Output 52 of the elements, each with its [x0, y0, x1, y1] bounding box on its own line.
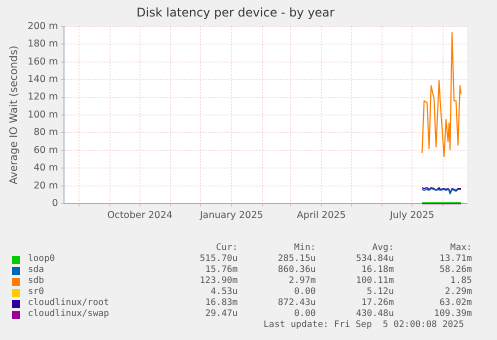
- y-tick-label: 0: [52, 198, 58, 210]
- chart-title: Disk latency per device - by year: [136, 5, 335, 20]
- y-tick-label: 180 m: [28, 38, 58, 50]
- text: 2.97m: [288, 276, 316, 287]
- text: 860.36u: [276, 265, 316, 276]
- text: 2.29m: [444, 287, 472, 298]
- text: 872.43u: [276, 298, 316, 309]
- y-axis-title: Average IO Wait (seconds): [8, 46, 20, 184]
- text: Max:: [449, 243, 472, 254]
- text: 4.53u: [210, 287, 238, 298]
- text: 29.47u: [204, 309, 238, 320]
- text: Avg:: [371, 243, 394, 254]
- text: 534.84u: [354, 254, 394, 265]
- text: 430.48u: [354, 309, 394, 320]
- text: 63.02m: [438, 298, 472, 309]
- y-tick-label: 60 m: [34, 144, 58, 156]
- text: Cur:: [215, 243, 238, 254]
- x-tick-label: October 2024: [107, 210, 172, 221]
- x-tick-label: July 2025: [388, 210, 434, 221]
- text: 100.11m: [354, 276, 394, 287]
- text: 0.00: [293, 309, 316, 320]
- legend-label: cloudlinux/root: [28, 298, 110, 309]
- y-tick-label: 140 m: [28, 74, 58, 86]
- legend-label: cloudlinux/swap: [28, 309, 110, 320]
- y-tick-label: 120 m: [28, 92, 58, 103]
- y-tick-label: 20 m: [34, 180, 58, 192]
- text: 16.83m: [204, 298, 238, 309]
- text: Min:: [293, 243, 316, 254]
- x-tick-label: April 2025: [296, 210, 346, 221]
- text: 17.26m: [360, 298, 394, 309]
- y-tick-label: 80 m: [34, 127, 58, 138]
- legend-label: sda: [28, 265, 46, 276]
- text: Last update: Fri Sep 5 02:00:08 2025: [262, 320, 465, 331]
- text: 0.00: [293, 287, 316, 298]
- text: 15.76m: [204, 265, 238, 276]
- y-tick-label: 200 m: [28, 20, 58, 32]
- text: 123.90m: [198, 276, 238, 287]
- y-tick-label: 40 m: [34, 162, 58, 174]
- text: 109.39m: [433, 309, 472, 320]
- legend-label: sdb: [28, 276, 46, 287]
- text: 13.71m: [438, 254, 472, 265]
- text: 16.18m: [360, 265, 394, 276]
- text: 285.15u: [276, 254, 316, 265]
- legend-label: sr0: [28, 287, 46, 298]
- text: 1.85: [449, 276, 472, 287]
- text: 515.70u: [198, 254, 238, 265]
- y-tick-label: 160 m: [28, 56, 58, 68]
- x-tick-label: January 2025: [198, 210, 264, 221]
- text: 58.26m: [438, 265, 472, 276]
- text: 5.12u: [366, 287, 394, 298]
- legend-label: loop0: [28, 254, 56, 265]
- y-tick-label: 100 m: [28, 109, 58, 120]
